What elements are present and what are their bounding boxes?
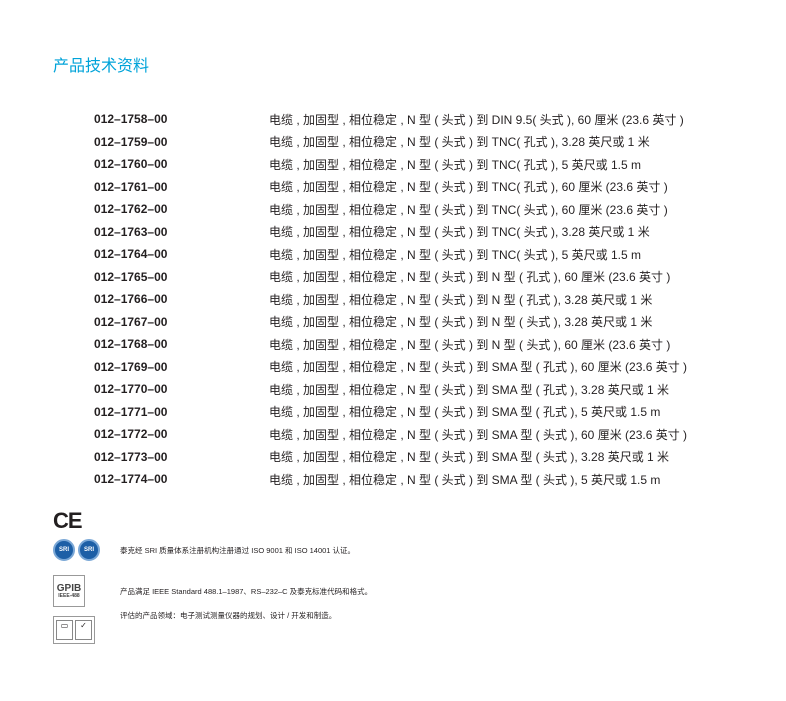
product-list: 012–1758–00 电缆 , 加固型 , 相位稳定 , N 型 ( 头式 ) …: [94, 108, 687, 491]
product-row: 012–1769–00 电缆 , 加固型 , 相位稳定 , N 型 ( 头式 ) …: [94, 356, 687, 379]
product-row: 012–1772–00 电缆 , 加固型 , 相位稳定 , N 型 ( 头式 ) …: [94, 423, 687, 446]
product-description: 电缆 , 加固型 , 相位稳定 , N 型 ( 头式 ) 到 N 型 ( 头式 …: [269, 315, 653, 330]
product-description: 电缆 , 加固型 , 相位稳定 , N 型 ( 头式 ) 到 SMA 型 ( 头…: [269, 472, 661, 487]
part-number: 012–1772–00: [94, 427, 168, 442]
part-number: 012–1765–00: [94, 269, 168, 284]
product-description: 电缆 , 加固型 , 相位稳定 , N 型 ( 头式 ) 到 TNC( 孔式 )…: [269, 180, 668, 195]
product-description: 电缆 , 加固型 , 相位稳定 , N 型 ( 头式 ) 到 N 型 ( 头式 …: [269, 337, 671, 352]
part-number: 012–1759–00: [94, 134, 168, 149]
section-title: 产品技术资料: [53, 58, 150, 75]
part-number: 012–1761–00: [94, 179, 168, 194]
product-row: 012–1760–00 电缆 , 加固型 , 相位稳定 , N 型 ( 头式 ) …: [94, 153, 687, 176]
sri-cert-text: 泰克经 SRI 质量体系注册机构注册通过 ISO 9001 和 ISO 1400…: [120, 545, 356, 555]
iso-cert: ▭ ✓ 评估的产品领域：电子测试测量仪器的规划、设计 / 开发和制造。: [53, 611, 336, 644]
gpib-logo-text: GPIB: [56, 582, 82, 594]
product-row: 012–1770–00 电缆 , 加固型 , 相位稳定 , N 型 ( 头式 ) …: [94, 378, 687, 401]
gpib-logo-subtext: IEEE-488: [58, 592, 80, 599]
part-number: 012–1758–00: [94, 112, 168, 127]
part-number: 012–1774–00: [94, 472, 168, 487]
part-number: 012–1764–00: [94, 247, 168, 262]
sri-logo-icon: SRI: [53, 539, 75, 561]
product-row: 012–1761–00 电缆 , 加固型 , 相位稳定 , N 型 ( 头式 ) …: [94, 176, 687, 199]
part-number: 012–1766–00: [94, 292, 168, 307]
product-row: 012–1762–00 电缆 , 加固型 , 相位稳定 , N 型 ( 头式 ) …: [94, 198, 687, 221]
product-row: 012–1773–00 电缆 , 加固型 , 相位稳定 , N 型 ( 头式 ) …: [94, 446, 687, 469]
gpib-cert-text: 产品满足 IEEE Standard 488.1–1987、RS–232–C 及…: [120, 586, 373, 596]
iso-cert-text: 评估的产品领域：电子测试测量仪器的规划、设计 / 开发和制造。: [120, 611, 337, 620]
product-description: 电缆 , 加固型 , 相位稳定 , N 型 ( 头式 ) 到 TNC( 头式 )…: [269, 225, 650, 240]
product-description: 电缆 , 加固型 , 相位稳定 , N 型 ( 头式 ) 到 TNC( 孔式 )…: [269, 157, 642, 172]
part-number: 012–1762–00: [94, 202, 168, 217]
product-description: 电缆 , 加固型 , 相位稳定 , N 型 ( 头式 ) 到 N 型 ( 孔式 …: [269, 292, 653, 307]
product-description: 电缆 , 加固型 , 相位稳定 , N 型 ( 头式 ) 到 SMA 型 ( 孔…: [269, 382, 670, 397]
product-row: 012–1763–00 电缆 , 加固型 , 相位稳定 , N 型 ( 头式 )…: [94, 221, 687, 244]
product-row: 012–1758–00 电缆 , 加固型 , 相位稳定 , N 型 ( 头式 ) …: [94, 108, 687, 131]
product-row: 012–1767–00 电缆 , 加固型 , 相位稳定 , N 型 ( 头式 ) …: [94, 311, 687, 334]
part-number: 012–1768–00: [94, 337, 168, 352]
product-description: 电缆 , 加固型 , 相位稳定 , N 型 ( 头式 ) 到 SMA 型 ( 头…: [269, 427, 688, 442]
part-number: 012–1771–00: [94, 404, 168, 419]
gpib-logo-icon: GPIB IEEE-488: [53, 575, 85, 607]
product-description: 电缆 , 加固型 , 相位稳定 , N 型 ( 头式 ) 到 DIN 9.5( …: [269, 112, 684, 127]
product-description: 电缆 , 加固型 , 相位稳定 , N 型 ( 头式 ) 到 TNC( 头式 )…: [269, 202, 668, 217]
product-row: 012–1766–00 电缆 , 加固型 , 相位稳定 , N 型 ( 头式 ) …: [94, 288, 687, 311]
product-row: 012–1765–00 电缆 , 加固型 , 相位稳定 , N 型 ( 头式 ) …: [94, 266, 687, 289]
iso-cert-logo-icon: ▭ ✓: [53, 616, 95, 644]
part-number: 012–1767–00: [94, 314, 168, 329]
part-number: 012–1773–00: [94, 449, 168, 464]
part-number: 012–1770–00: [94, 382, 168, 397]
product-row: 012–1764–00 电缆 , 加固型 , 相位稳定 , N 型 ( 头式 ) …: [94, 243, 687, 266]
product-row: 012–1759–00 电缆 , 加固型 , 相位稳定 , N 型 ( 头式 ) …: [94, 131, 687, 154]
sri-cert: SRI SRI 泰克经 SRI 质量体系注册机构注册通过 ISO 9001 和 …: [53, 539, 355, 561]
gpib-cert: GPIB IEEE-488 产品满足 IEEE Standard 488.1–19…: [53, 575, 372, 607]
product-description: 电缆 , 加固型 , 相位稳定 , N 型 ( 头式 ) 到 SMA 型 ( 头…: [269, 450, 670, 465]
product-description: 电缆 , 加固型 , 相位稳定 , N 型 ( 头式 ) 到 TNC( 孔式 )…: [269, 135, 650, 150]
part-number: 012–1763–00: [94, 224, 168, 239]
ce-mark-icon: CE: [53, 508, 83, 533]
product-description: 电缆 , 加固型 , 相位稳定 , N 型 ( 头式 ) 到 TNC( 头式 )…: [269, 247, 642, 262]
product-description: 电缆 , 加固型 , 相位稳定 , N 型 ( 头式 ) 到 SMA 型 ( 孔…: [269, 360, 688, 375]
product-row: 012–1768–00 电缆 , 加固型 , 相位稳定 , N 型 ( 头式 ) …: [94, 333, 687, 356]
product-row: 012–1771–00 电缆 , 加固型 , 相位稳定 , N 型 ( 头式 ) …: [94, 401, 687, 424]
part-number: 012–1760–00: [94, 157, 168, 172]
part-number: 012–1769–00: [94, 359, 168, 374]
product-row: 012–1774–00 电缆 , 加固型 , 相位稳定 , N 型 ( 头式 ) …: [94, 468, 687, 491]
product-description: 电缆 , 加固型 , 相位稳定 , N 型 ( 头式 ) 到 SMA 型 ( 孔…: [269, 405, 661, 420]
product-description: 电缆 , 加固型 , 相位稳定 , N 型 ( 头式 ) 到 N 型 ( 孔式 …: [269, 270, 671, 285]
sri-logo-icon: SRI: [78, 539, 100, 561]
